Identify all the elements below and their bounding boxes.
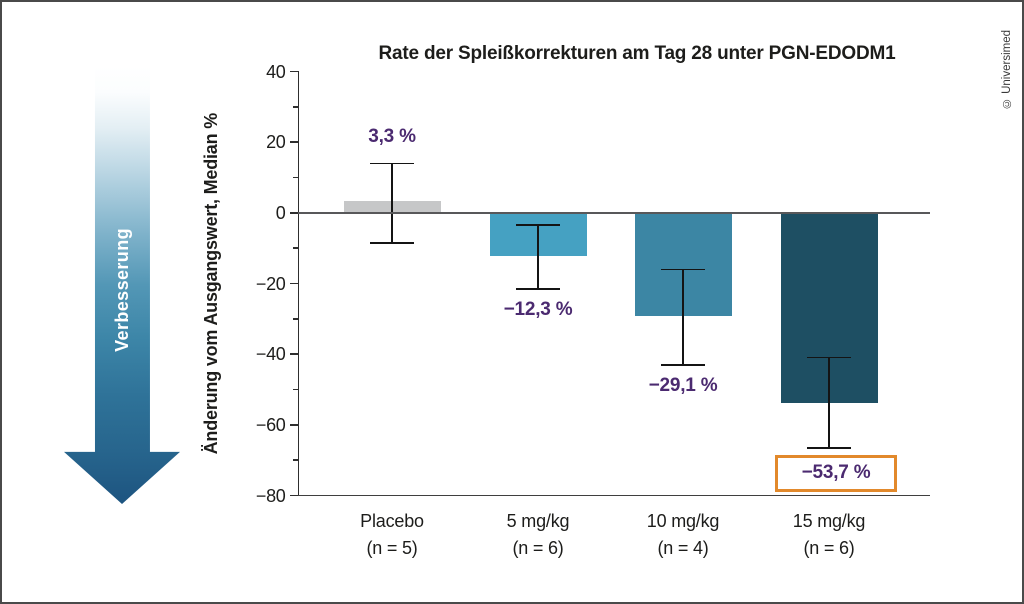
category-n-label: (n = 6) xyxy=(803,538,855,558)
error-bar-cap-bottom xyxy=(661,363,705,366)
error-bar-cap-top xyxy=(661,268,705,271)
y-major-tick xyxy=(289,70,298,73)
error-bar-cap-top xyxy=(516,224,560,226)
y-major-tick xyxy=(289,141,298,143)
chart-title: Rate der Spleißkorrekturen am Tag 28 unt… xyxy=(378,43,896,64)
y-tick-label: 0 xyxy=(275,202,286,223)
value-label: −12,3 % xyxy=(503,298,573,320)
error-bar-cap-top xyxy=(807,356,851,359)
y-major-tick xyxy=(289,494,298,497)
category-dose-label: 10 mg/kg xyxy=(646,511,720,531)
category-n-label: (n = 4) xyxy=(657,538,709,558)
y-tick-label: 20 xyxy=(266,132,286,153)
y-major-tick xyxy=(289,282,298,285)
error-bar-line xyxy=(682,269,684,365)
zero-line xyxy=(297,212,930,214)
category-dose-label: 5 mg/kg xyxy=(506,511,570,531)
category-n-label: (n = 6) xyxy=(512,538,564,558)
category-label: 5 mg/kg (n = 6) xyxy=(463,508,613,562)
error-bar-line xyxy=(828,357,830,448)
value-label: −53,7 % xyxy=(775,454,897,492)
copyright-credit-text: © Universimed xyxy=(1001,30,1013,110)
category-label: Placebo (n = 5) xyxy=(317,508,467,562)
error-bar-cap-top xyxy=(370,162,414,165)
category-dose-label: 15 mg/kg xyxy=(792,511,866,531)
category-dose-label: Placebo xyxy=(360,511,424,531)
error-bar-line xyxy=(537,225,539,289)
y-tick-label: 40 xyxy=(266,61,286,82)
y-tick-label: −40 xyxy=(255,344,286,365)
y-minor-tick xyxy=(292,318,298,320)
error-bar-cap-bottom xyxy=(516,288,560,290)
y-tick-label: −20 xyxy=(255,273,286,294)
copyright-credit: © Universimed xyxy=(996,30,1018,164)
y-axis-line xyxy=(297,71,299,496)
x-baseline xyxy=(297,494,930,497)
y-major-tick xyxy=(289,424,298,426)
y-minor-tick xyxy=(292,106,298,108)
y-major-tick xyxy=(289,212,298,214)
value-label: 3,3 % xyxy=(368,126,416,148)
y-minor-tick xyxy=(292,459,298,461)
y-minor-tick xyxy=(292,247,298,249)
value-label: −29,1 % xyxy=(648,374,718,396)
category-label: 15 mg/kg (n = 6) xyxy=(754,508,904,562)
y-tick-label: −60 xyxy=(255,414,286,435)
error-bar-cap-bottom xyxy=(370,242,414,244)
y-major-tick xyxy=(289,353,298,355)
y-minor-tick xyxy=(292,176,298,179)
error-bar-cap-bottom xyxy=(807,447,851,449)
category-n-label: (n = 5) xyxy=(366,538,418,558)
category-label: 10 mg/kg (n = 4) xyxy=(608,508,758,562)
error-bar-line xyxy=(391,163,393,243)
y-minor-tick xyxy=(292,388,298,391)
y-tick-label: −80 xyxy=(255,485,286,506)
